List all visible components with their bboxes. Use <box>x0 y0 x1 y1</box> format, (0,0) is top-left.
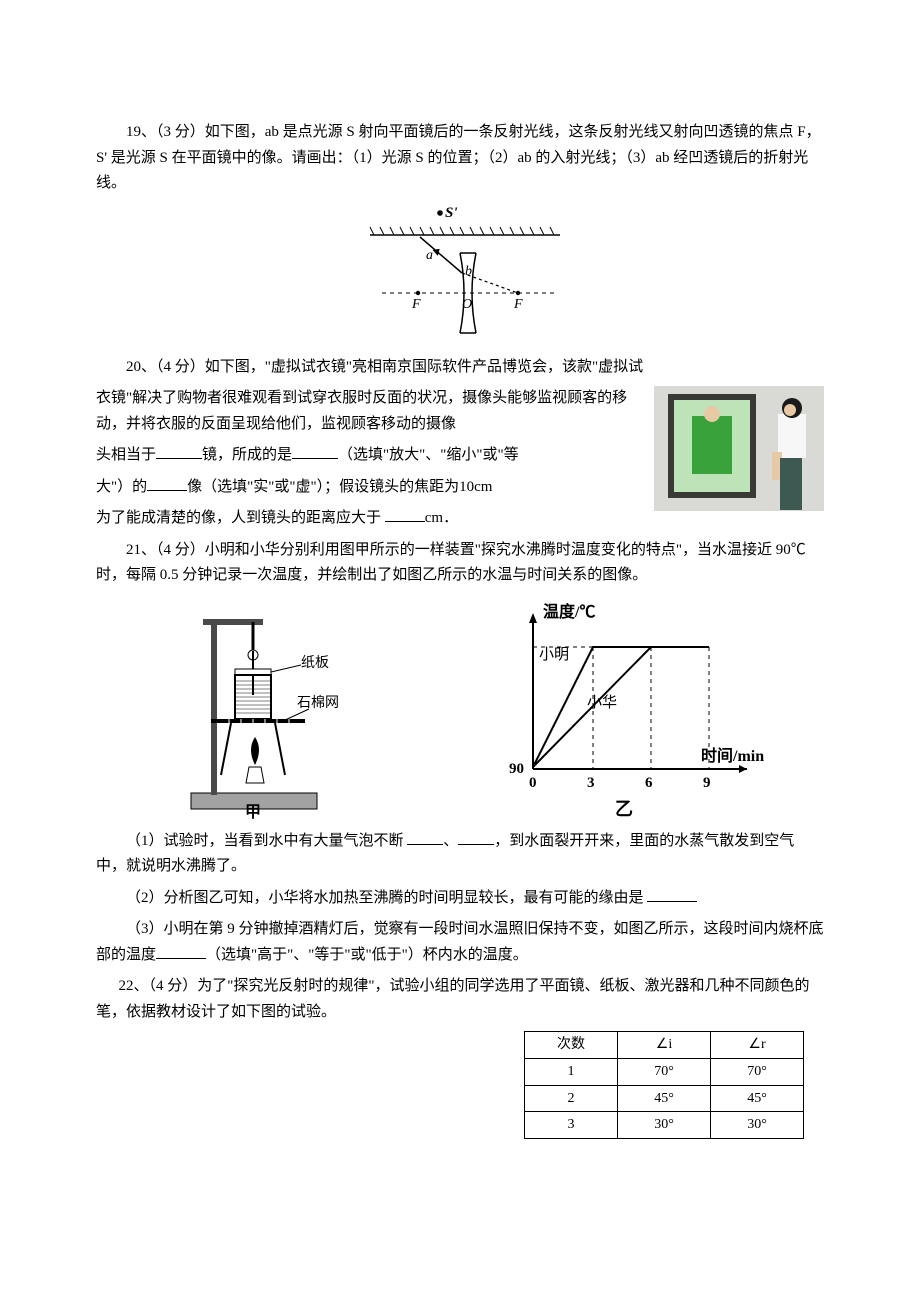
svg-text:温度/℃: 温度/℃ <box>542 602 595 621</box>
svg-text:乙: 乙 <box>615 799 633 819</box>
svg-text:6: 6 <box>645 775 653 791</box>
svg-text:F: F <box>411 297 421 312</box>
svg-text:F: F <box>513 297 523 312</box>
q20-blank1 <box>156 445 202 460</box>
svg-text:90: 90 <box>509 761 524 777</box>
q20-l5: 为了能成清楚的像，人到镜头的距离应大于 cm． <box>96 506 644 532</box>
table-row: 次数 ∠i ∠r <box>525 1032 804 1059</box>
q21-fig-yi: 温度/℃ 时间/min 90 0 3 6 9 小明 小华 乙 <box>487 599 767 819</box>
q20-l2: 衣镜"解决了购物者很难观看到试穿衣服时反面的状况，摄像头能够监视顾客的移动，并将… <box>96 386 644 437</box>
svg-text:S': S' <box>445 205 458 221</box>
svg-text:O: O <box>462 297 472 312</box>
svg-text:甲: 甲 <box>245 803 261 819</box>
table-row: 1 70° 70° <box>525 1058 804 1085</box>
svg-text:石棉网: 石棉网 <box>297 694 339 711</box>
svg-text:时间/min: 时间/min <box>701 746 764 765</box>
q19-text: 19、（3 分）如下图，ab 是点光源 S 射向平面镜后的一条反射光线，这条反射… <box>96 120 824 197</box>
table-row: 3 30° 30° <box>525 1112 804 1139</box>
q21-fig-jia: 纸板 石棉网 甲 <box>173 599 343 819</box>
q20-blank3 <box>147 476 187 491</box>
q21-blank3 <box>647 887 697 902</box>
q22-text: 22、（4 分）为了"探究光反射时的规律"，试验小组的同学选用了平面镜、纸板、激… <box>96 974 824 1025</box>
q22-table: 次数 ∠i ∠r 1 70° 70° 2 45° 45° 3 30° 30° <box>524 1031 804 1139</box>
q19-figure: S' a b F F O <box>96 203 824 343</box>
q20-image <box>654 386 824 511</box>
svg-text:3: 3 <box>587 775 595 791</box>
table-row: 2 45° 45° <box>525 1085 804 1112</box>
q21-s2: （2）分析图乙可知，小华将水加热至沸腾的时间明显较长，最有可能的缘由是 <box>96 886 824 912</box>
svg-text:小明: 小明 <box>539 646 569 663</box>
th-r: ∠r <box>711 1032 804 1059</box>
svg-text:a: a <box>426 248 433 263</box>
q21-blank2 <box>458 830 494 845</box>
q20-l3: 头相当于镜，所成的是（选填"放大"、"缩小"或"等 <box>96 443 644 469</box>
q20-lead: 20、（4 分）如下图，"虚拟试衣镜"亮相南京国际软件产品博览会，该款"虚拟试 <box>96 355 824 381</box>
q21-figures: 纸板 石棉网 甲 <box>116 599 824 819</box>
page-content: 19、（3 分）如下图，ab 是点光源 S 射向平面镜后的一条反射光线，这条反射… <box>0 0 920 1179</box>
th-count: 次数 <box>525 1032 618 1059</box>
q20-row: 衣镜"解决了购物者很难观看到试穿衣服时反面的状况，摄像头能够监视顾客的移动，并将… <box>96 386 824 538</box>
th-i: ∠i <box>618 1032 711 1059</box>
svg-text:小华: 小华 <box>587 694 617 711</box>
q20-l4: 大"）的像（选填"实"或"虚"）；假设镜头的焦距为10cm <box>96 475 644 501</box>
q20-blank4 <box>385 508 425 523</box>
q21-blank4 <box>156 944 206 959</box>
svg-text:纸板: 纸板 <box>301 655 329 671</box>
svg-text:9: 9 <box>703 775 711 791</box>
svg-text:0: 0 <box>529 775 537 791</box>
q21-s3: （3）小明在第 9 分钟撤掉酒精灯后，觉察有一段时间水温照旧保持不变，如图乙所示… <box>96 917 824 968</box>
q21-blank1 <box>407 830 443 845</box>
q21-s1: （1）试验时，当看到水中有大量气泡不断 、，到水面裂开开来，里面的水蒸气散发到空… <box>96 829 824 880</box>
svg-text:b: b <box>465 264 472 279</box>
q20-blank2 <box>292 445 338 460</box>
q21-text: 21、（4 分）小明和小华分别利用图甲所示的一样装置"探究水沸腾时温度变化的特点… <box>96 538 824 589</box>
